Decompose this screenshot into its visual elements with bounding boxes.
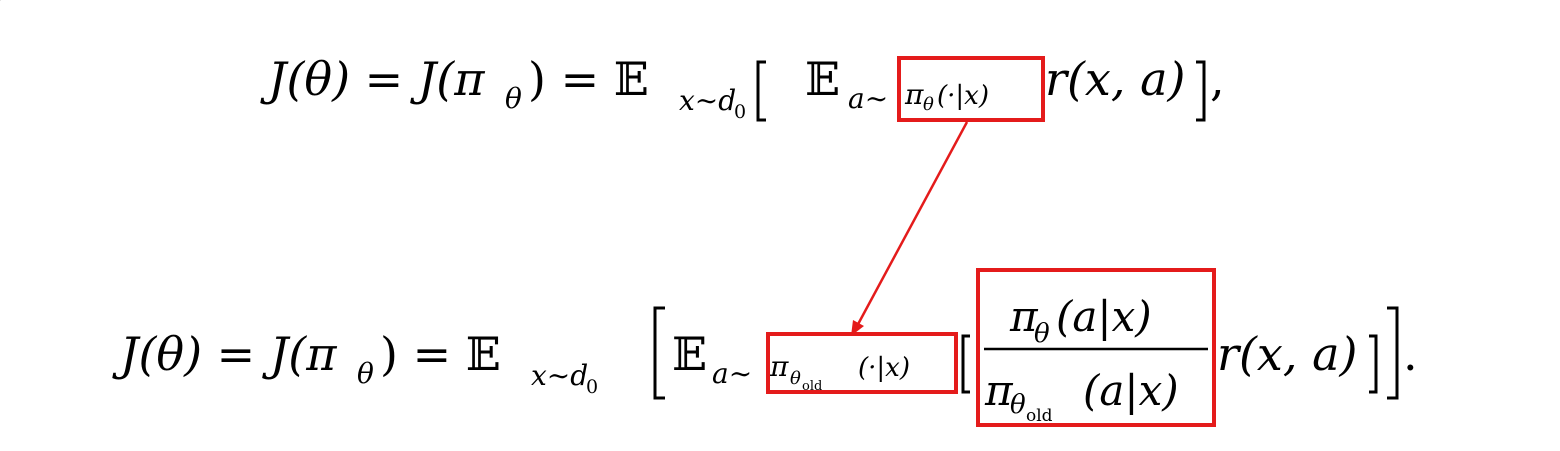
eq2-highlight-args: (·|x): [858, 353, 910, 383]
eq1-highlight-args: (·|x): [937, 81, 989, 111]
eq2-outer-sub-idx: 0: [586, 376, 598, 398]
eq2-rhs-open: ) = 𝔼: [380, 327, 501, 381]
eq2-ratio-den-args: (a|x): [1083, 366, 1179, 415]
eq1-inner-sub: a∼: [848, 82, 888, 115]
eq1-comma: ,: [1210, 52, 1225, 106]
eq1-close: ],: [0, 0, 1, 1]
eq1-outer-open-bracket: [756, 60, 766, 122]
eq2-highlight-pi: π: [769, 350, 789, 383]
equation-1: J(θ) = J(π θ ) = 𝔼 x∼d 0 𝔼 a∼ π θ (·|x) …: [260, 52, 1225, 123]
eq2-ratio-num-pi: π: [1009, 292, 1039, 341]
eq1-highlight-pi: π: [904, 78, 924, 111]
eq1-highlight-box: [897, 56, 1045, 122]
eq2-ratio-den-sub: θ: [1010, 390, 1026, 420]
eq2-inner-E: 𝔼: [672, 327, 707, 381]
eq1-rhs-open: ) = 𝔼: [528, 52, 649, 106]
eq2-ratio-den-pi: π: [984, 366, 1014, 415]
annotation-from: equation_1.highlight_box: [0, 0, 13, 1]
eq2-outer-close-bracket: [1387, 306, 1399, 400]
annotation-to: equation_2.highlight_box: [0, 0, 13, 1]
eq1-highlight-pi-sub: θ: [923, 94, 934, 115]
eq2-close: ]].: [0, 0, 2, 1]
eq2-tail: r(x, a): [1217, 327, 1358, 381]
eq2-inner-open-bracket: [961, 334, 970, 394]
eq2-inner-close-bracket: [1369, 334, 1378, 394]
eq2-outer-sub: x∼d: [531, 359, 588, 392]
eq2-inner-sub: a∼: [712, 357, 752, 390]
eq1-highlight-policy: π θ (·|x): [897, 56, 1045, 122]
eq1-tail: r(x, a): [1045, 52, 1186, 106]
eq2-ratio-highlight-box: [976, 268, 1216, 427]
eq2-outer-open-bracket: [653, 306, 665, 400]
eq2-period: .: [1403, 327, 1418, 381]
eq2-highlight-box: [766, 332, 958, 394]
eq2-lhs-sub: θ: [357, 357, 374, 390]
equation-2: J(θ) = J(π θ ) = 𝔼 x∼d 0 𝔼 a∼ π θ old (·…: [112, 268, 1418, 427]
eq2-ratio-num-sub: θ: [1034, 319, 1050, 349]
eq1-outer-sub-idx: 0: [734, 101, 746, 123]
bound-text: ], ]]. [ equation_1.highlight_box equati…: [0, 0, 13, 1]
eq1-inner-E: 𝔼: [805, 52, 840, 106]
eq2-ratio-num-args: (a|x): [1056, 292, 1152, 341]
eq2-ratio-den-subsub: old: [1026, 406, 1053, 426]
eq1-outer-close-bracket: [1196, 60, 1206, 122]
eq2-highlight-policy: π θ old (·|x): [766, 332, 958, 394]
eq1-outer-sub: x∼d: [679, 84, 736, 117]
eq1-lhs: J(θ) = J(π: [260, 52, 485, 106]
arrow-connector: [851, 121, 969, 336]
eq2-lhs: J(θ) = J(π: [112, 327, 337, 381]
eq2-highlight-pi-sub: θ: [790, 368, 801, 389]
eq1-lhs-sub: θ: [505, 82, 522, 115]
eq2-ratio: π θ (a|x) π θ old (a|x): [976, 268, 1216, 427]
